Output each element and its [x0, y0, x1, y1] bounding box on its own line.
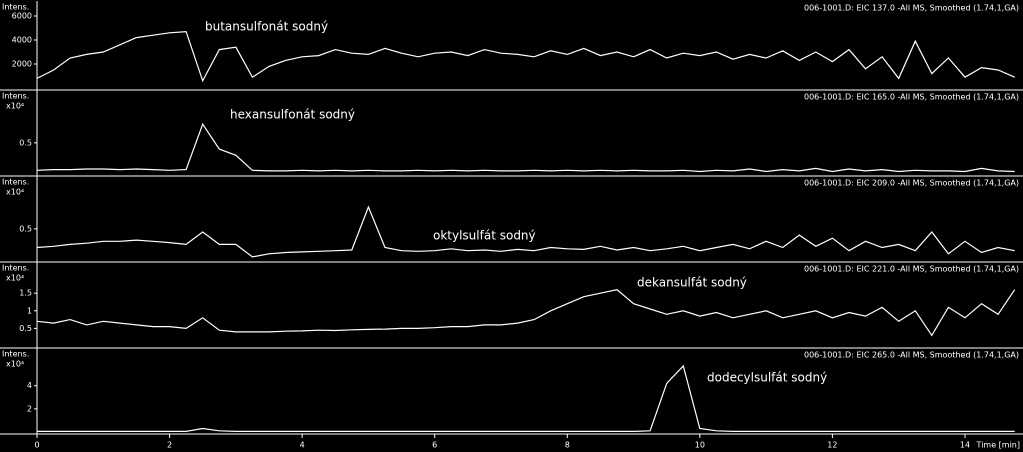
y-multiplier: x10⁴: [6, 360, 24, 369]
y-label: Intens.: [2, 264, 29, 273]
y-tick-label: 4000: [12, 36, 32, 45]
x-tick-label: 8: [565, 441, 570, 450]
y-tick-label: 4: [27, 381, 32, 390]
y-multiplier: x10⁴: [6, 274, 24, 283]
peak-annotation: oktylsulfát sodný: [433, 229, 536, 243]
panel-title: 006-1001.D: EIC 209.0 -All MS, Smoothed …: [804, 179, 1019, 188]
x-label: Time [min]: [976, 441, 1020, 450]
panel-title: 006-1001.D: EIC 165.0 -All MS, Smoothed …: [804, 93, 1019, 102]
x-tick-label: 12: [827, 441, 837, 450]
y-tick-label: 1: [27, 306, 32, 315]
y-tick-label: 0.5: [19, 138, 32, 147]
x-tick-label: 14: [960, 441, 970, 450]
trace: [36, 205, 1015, 258]
peak-annotation: dekansulfát sodný: [637, 276, 747, 290]
y-label: Intens.: [2, 92, 29, 101]
trace: [36, 289, 1016, 337]
trace: [37, 364, 1015, 432]
y-tick-label: 6000: [12, 12, 32, 21]
peak-annotation: hexansulfonát sodný: [230, 108, 355, 122]
panel-title: 006-1001.D: EIC 221.0 -All MS, Smoothed …: [804, 265, 1019, 274]
y-tick-label: 2000: [12, 60, 32, 69]
y-tick-label: 1.5: [19, 289, 32, 298]
y-tick-label: 2: [27, 404, 32, 413]
panel-title: 006-1001.D: EIC 137.0 -All MS, Smoothed …: [804, 4, 1019, 13]
x-tick-label: 0: [34, 441, 39, 450]
peak-annotation: dodecylsulfát sodný: [707, 371, 827, 385]
y-multiplier: x10⁴: [6, 188, 24, 197]
trace: [36, 122, 1015, 173]
x-tick-label: 4: [300, 441, 305, 450]
x-tick-label: 10: [695, 441, 705, 450]
y-tick-label: 0.5: [19, 224, 32, 233]
trace: [36, 30, 1015, 83]
y-label: Intens.: [2, 3, 29, 12]
y-label: Intens.: [2, 350, 29, 359]
x-tick-label: 2: [167, 441, 172, 450]
x-tick-label: 6: [432, 441, 437, 450]
peak-annotation: butansulfonát sodný: [205, 20, 328, 34]
y-tick-label: 0.5: [19, 324, 32, 333]
y-multiplier: x10⁴: [6, 102, 24, 111]
y-label: Intens.: [2, 178, 29, 187]
panel-title: 006-1001.D: EIC 265.0 -All MS, Smoothed …: [804, 351, 1019, 360]
